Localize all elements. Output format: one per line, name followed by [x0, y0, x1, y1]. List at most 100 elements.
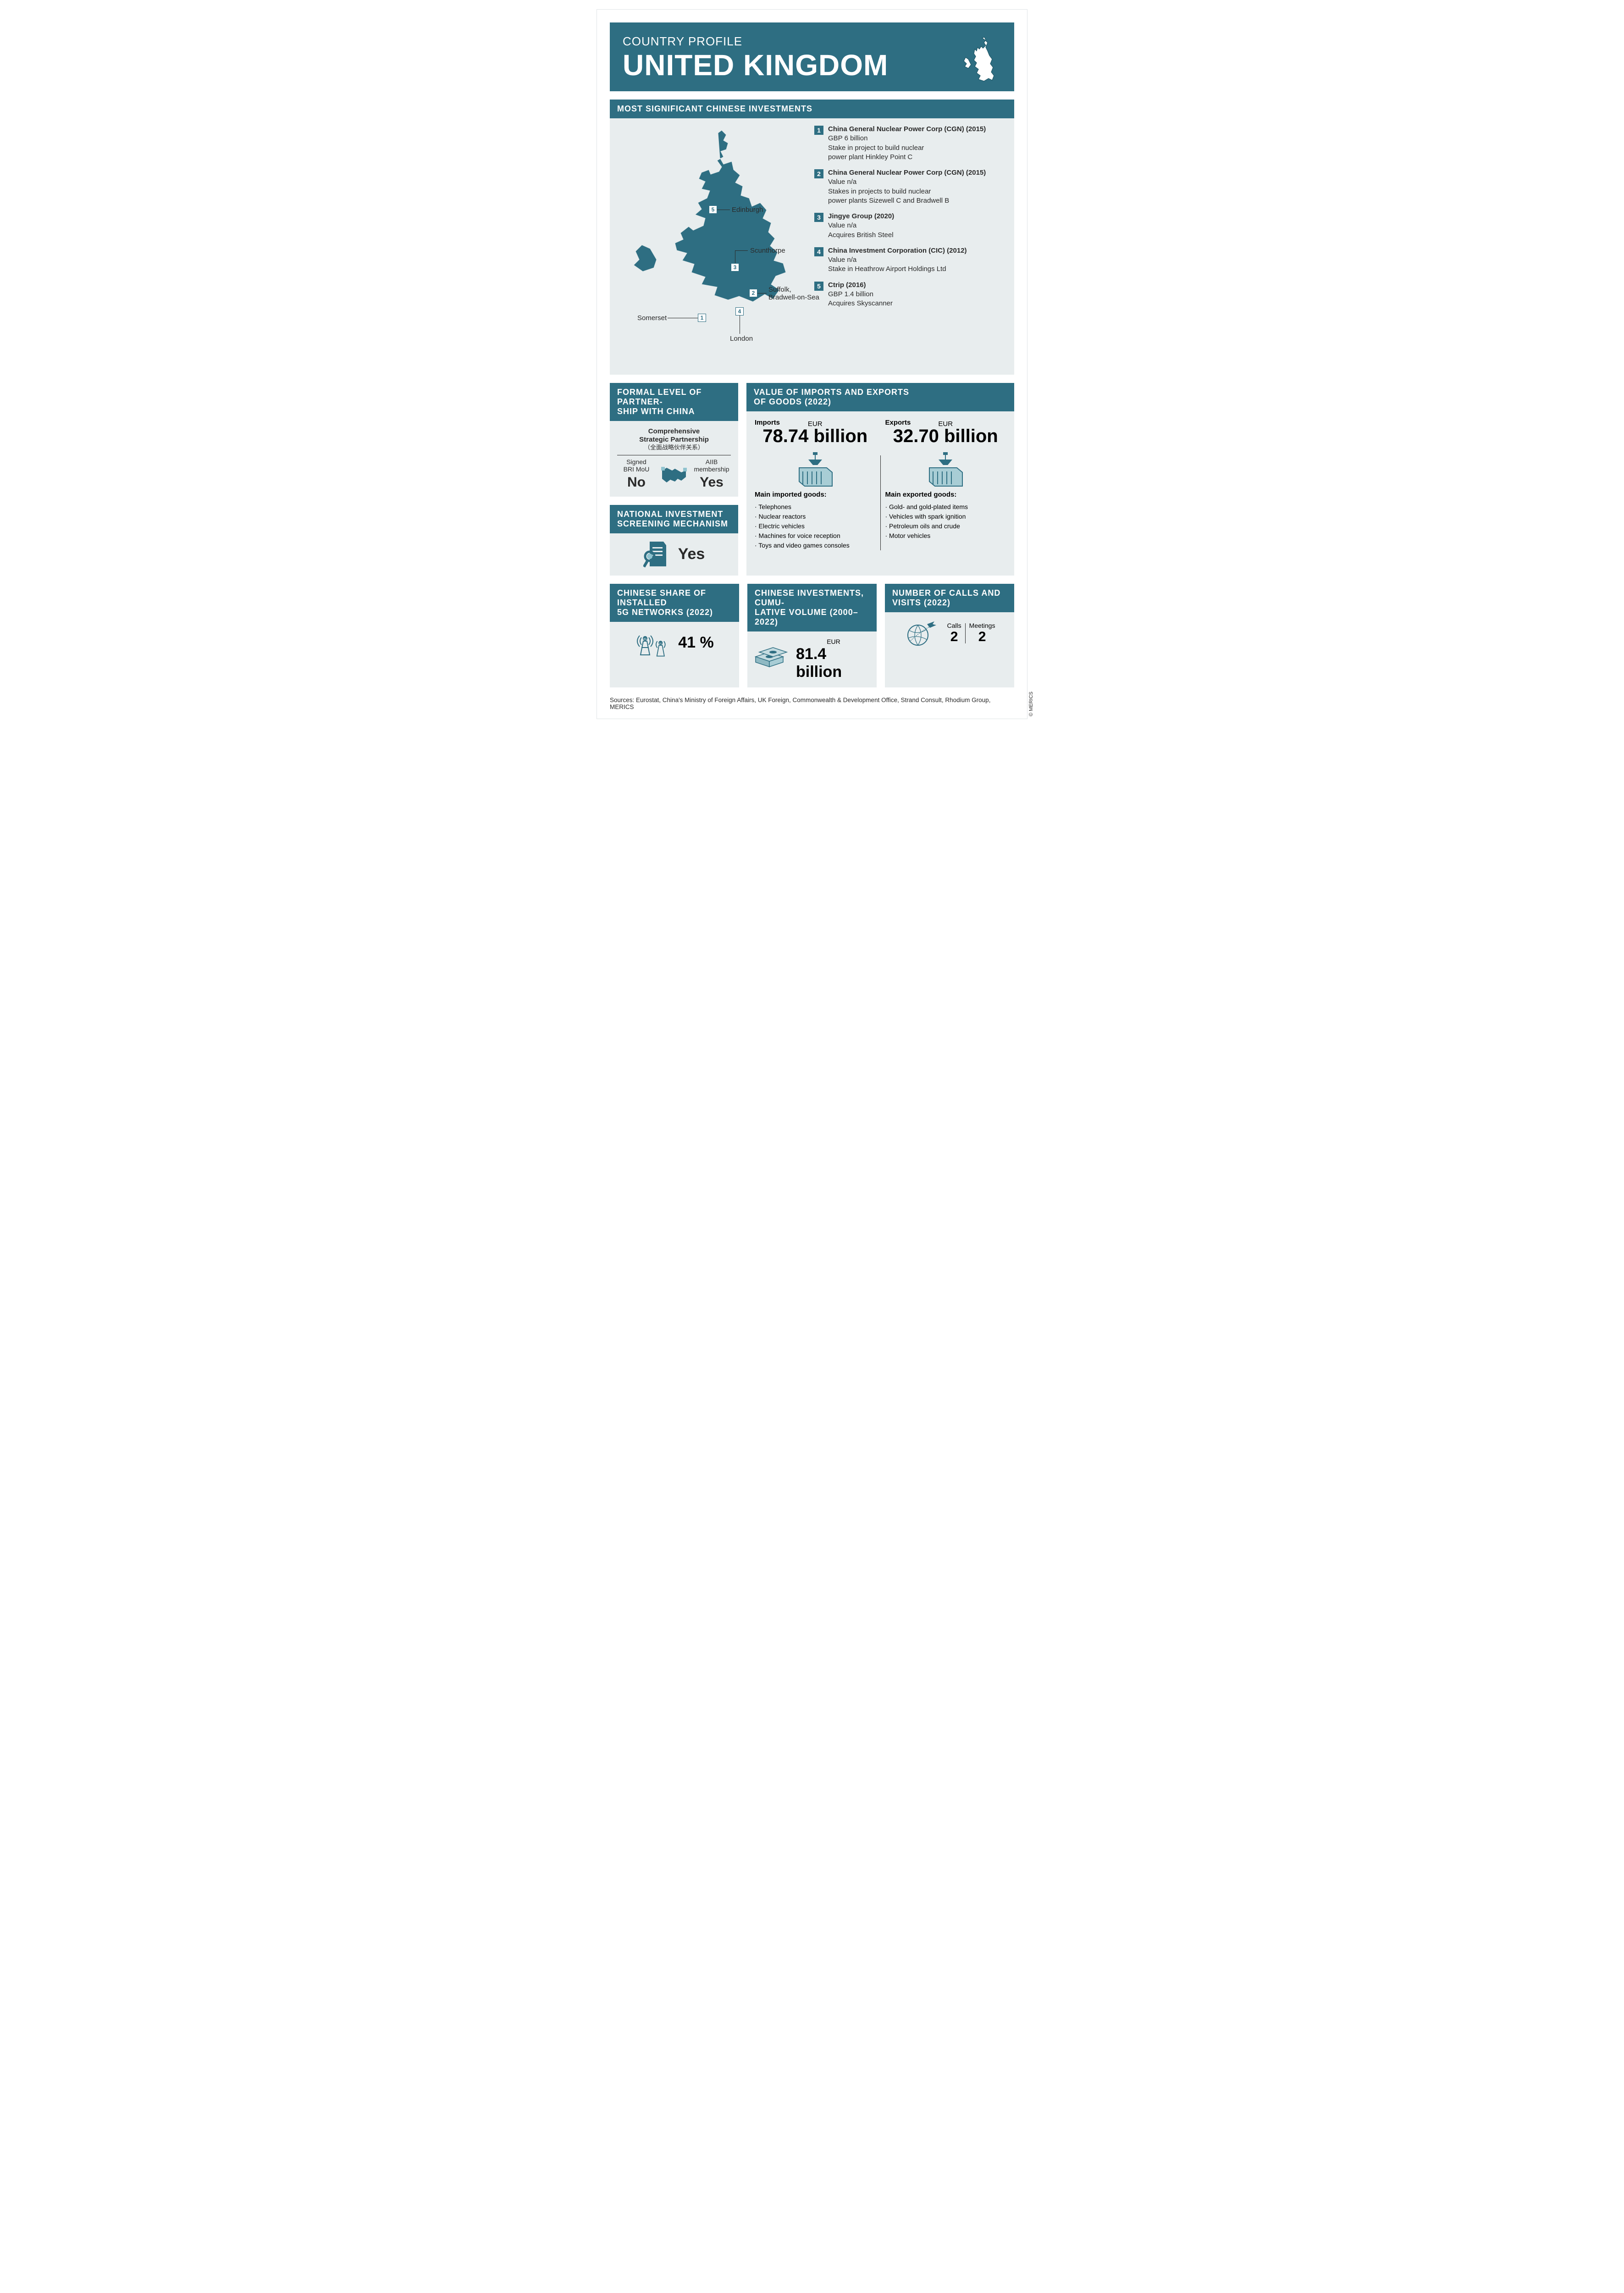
goods-item: · Electric vehicles [755, 521, 876, 531]
infographic-page: COUNTRY PROFILE UNITED KINGDOM MOST SIGN… [597, 9, 1027, 719]
goods-item: · Nuclear reactors [755, 512, 876, 521]
aiib-label: AIIB membership [692, 458, 731, 473]
goods-item: · Petroleum oils and crude [885, 521, 1006, 531]
investment-line: GBP 6 billion [828, 134, 986, 143]
investment-item: 3 Jingye Group (2020)Value n/aAcquires Br… [814, 212, 1007, 240]
investment-number: 1 [814, 126, 823, 135]
section-title-investments: MOST SIGNIFICANT CHINESE INVESTMENTS [610, 100, 1014, 118]
aiib-value: Yes [692, 475, 731, 490]
cumulative-currency: EUR [796, 638, 871, 645]
container-icon [920, 451, 971, 488]
investment-line: Acquires British Steel [828, 231, 894, 240]
map-label: Somerset [637, 314, 667, 322]
investment-text: Ctrip (2016)GBP 1.4 billionAcquires Skys… [828, 281, 893, 309]
exports-goods-label: Main exported goods: [885, 491, 1006, 498]
goods-item: · Machines for voice reception [755, 531, 876, 541]
section-title-cumulative: CHINESE INVESTMENTS, CUMU- LATIVE VOLUME… [747, 584, 877, 631]
header-banner: COUNTRY PROFILE UNITED KINGDOM [610, 22, 1014, 91]
investment-line: Stake in Heathrow Airport Holdings Ltd [828, 265, 967, 274]
investment-line: Value n/a [828, 177, 986, 187]
investment-title: Jingye Group (2020) [828, 212, 894, 221]
goods-item: · Motor vehicles [885, 531, 1006, 541]
investment-item: 4 China Investment Corporation (CIC) (201… [814, 246, 1007, 274]
map-marker: 1 [698, 314, 706, 322]
map-label: Edinburgh [732, 206, 763, 214]
map-label: Scunthorpe [750, 247, 785, 255]
calls-label: Calls [947, 622, 961, 629]
money-icon [753, 646, 790, 673]
goods-item: · Telephones [755, 502, 876, 512]
exports-value: 32.70 billion [885, 426, 1006, 447]
exports-goods-list: · Gold- and gold-plated items· Vehicles … [885, 502, 1006, 541]
map-label: London [730, 335, 753, 343]
investment-number: 2 [814, 169, 823, 178]
container-icon [790, 451, 840, 488]
partnership-type: Comprehensive Strategic Partnership [617, 427, 731, 444]
calls-value: 2 [947, 629, 961, 645]
investment-number: 3 [814, 213, 823, 222]
fiveg-value: 41 % [678, 634, 714, 652]
credit: © MERICS [1028, 692, 1034, 716]
goods-item: · Vehicles with spark ignition [885, 512, 1006, 521]
sources-line: Sources: Eurostat, China's Ministry of F… [597, 692, 1027, 719]
trade-box: VALUE OF IMPORTS AND EXPORTS OF GOODS (2… [746, 383, 1014, 576]
map-marker: 5 [709, 205, 717, 214]
investment-line: Acquires Skyscanner [828, 299, 893, 308]
header-kicker: COUNTRY PROFILE [623, 34, 888, 49]
section-title-trade: VALUE OF IMPORTS AND EXPORTS OF GOODS (2… [746, 383, 1014, 411]
imports-value: 78.74 billion [755, 426, 876, 447]
meetings-value: 2 [969, 629, 995, 645]
investment-item: 2 China General Nuclear Power Corp (CGN) … [814, 168, 1007, 205]
map-marker: 2 [749, 289, 757, 297]
investment-item: 5Ctrip (2016)GBP 1.4 billionAcquires Sky… [814, 281, 1007, 309]
bri-value: No [617, 475, 656, 490]
exports-col: Exports EUR 32.70 billion [885, 419, 1006, 550]
section-title-partnership: FORMAL LEVEL OF PARTNER- SHIP WITH CHINA [610, 383, 738, 421]
investment-text: China General Nuclear Power Corp (CGN) (… [828, 125, 986, 162]
imports-goods-list: · Telephones· Nuclear reactors· Electric… [755, 502, 876, 550]
partnership-box: FORMAL LEVEL OF PARTNER- SHIP WITH CHINA… [610, 383, 738, 497]
partnership-type-cn: （全面战略伙伴关系） [617, 444, 731, 451]
screening-box: NATIONAL INVESTMENT SCREENING MECHANISM [610, 505, 738, 576]
cumulative-box: CHINESE INVESTMENTS, CUMU- LATIVE VOLUME… [747, 584, 877, 687]
map-label: Suffolk,Bradwell-on-Sea [768, 286, 819, 301]
investment-title: China Investment Corporation (CIC) (2012… [828, 246, 967, 255]
map-marker: 3 [731, 263, 739, 271]
investment-title: China General Nuclear Power Corp (CGN) (… [828, 168, 986, 177]
visits-box: NUMBER OF CALLS AND VISITS (2022) Calls [885, 584, 1014, 687]
investment-text: China General Nuclear Power Corp (CGN) (… [828, 168, 986, 205]
bri-label: Signed BRI MoU [617, 458, 656, 473]
cumulative-value: 81.4 billion [796, 645, 871, 681]
investment-text: China Investment Corporation (CIC) (2012… [828, 246, 967, 274]
section-title-screening: NATIONAL INVESTMENT SCREENING MECHANISM [610, 505, 738, 533]
goods-item: · Gold- and gold-plated items [885, 502, 1006, 512]
investment-title: Ctrip (2016) [828, 281, 893, 290]
goods-item: · Toys and video games consoles [755, 541, 876, 550]
fiveg-box: CHINESE SHARE OF INSTALLED 5G NETWORKS (… [610, 584, 739, 687]
investment-line: Value n/a [828, 221, 894, 230]
screening-value: Yes [678, 545, 705, 563]
imports-goods-label: Main imported goods: [755, 491, 876, 498]
section-title-visits: NUMBER OF CALLS AND VISITS (2022) [885, 584, 1014, 612]
imports-col: Imports EUR 78.74 billion [755, 419, 876, 550]
investment-line: GBP 1.4 billion [828, 290, 893, 299]
document-magnifier-icon [643, 540, 669, 569]
section-title-5g: CHINESE SHARE OF INSTALLED 5G NETWORKS (… [610, 584, 739, 622]
svg-text:5G: 5G [659, 642, 663, 644]
header-country: UNITED KINGDOM [623, 50, 888, 80]
uk-map: 5 Edinburgh 3 Scunthorpe 2 Suffolk,Bradw… [617, 125, 810, 366]
investment-title: China General Nuclear Power Corp (CGN) (… [828, 125, 986, 134]
uk-silhouette-icon [960, 34, 1001, 85]
investment-text: Jingye Group (2020)Value n/aAcquires Bri… [828, 212, 894, 240]
investment-line: power plants Sizewell C and Bradwell B [828, 196, 986, 205]
investment-item: 1 China General Nuclear Power Corp (CGN) … [814, 125, 1007, 162]
map-marker: 4 [735, 307, 744, 316]
investment-line: Stakes in projects to build nuclear [828, 187, 986, 196]
investment-number: 4 [814, 247, 823, 256]
investment-line: power plant Hinkley Point C [828, 153, 986, 162]
investment-line: Value n/a [828, 255, 967, 265]
investments-list: 1 China General Nuclear Power Corp (CGN) … [814, 125, 1007, 366]
globe-plane-icon [904, 620, 941, 647]
svg-text:5G: 5G [644, 638, 647, 641]
tower-icon: 5G 5G [635, 629, 672, 657]
